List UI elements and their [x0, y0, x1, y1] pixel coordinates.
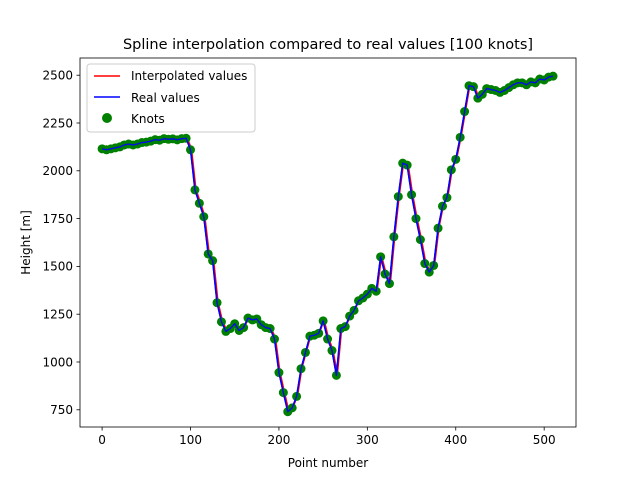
y-tick-label: 2500 — [42, 69, 73, 83]
x-tick-label: 300 — [356, 433, 379, 447]
plot-knots — [97, 71, 558, 417]
x-axis-label: Point number — [288, 456, 369, 470]
series-line-real-overlay — [101, 75, 554, 413]
plot-frame — [79, 57, 577, 428]
y-axis-label: Height [m] — [19, 210, 33, 275]
x-tick-label: 0 — [98, 433, 106, 447]
legend-swatch-knots — [102, 113, 112, 123]
legend-label-real: Real values — [131, 91, 200, 105]
x-tick-label: 500 — [533, 433, 556, 447]
y-tick-label: 1750 — [42, 212, 73, 226]
y-tick-label: 750 — [50, 403, 73, 417]
y-tick-label: 1000 — [42, 355, 73, 369]
y-tick-label: 2000 — [42, 164, 73, 178]
y-tick-label: 2250 — [42, 116, 73, 130]
legend-label-interpolated: Interpolated values — [131, 69, 247, 83]
legend-label-knots: Knots — [131, 112, 165, 126]
x-tick-label: 200 — [267, 433, 290, 447]
y-tick-label: 1250 — [42, 307, 73, 321]
y-axis: 750 1000 1250 1500 1750 2000 2250 2500 — [42, 69, 80, 417]
legend: Interpolated values Real values Knots — [86, 63, 256, 133]
chart-title: Spline interpolation compared to real va… — [123, 37, 533, 53]
x-tick-label: 100 — [179, 433, 202, 447]
y-tick-label: 1500 — [42, 260, 73, 274]
x-tick-label: 400 — [444, 433, 467, 447]
x-axis: 0 100 200 300 400 500 — [98, 427, 556, 447]
legend-box — [86, 63, 256, 133]
